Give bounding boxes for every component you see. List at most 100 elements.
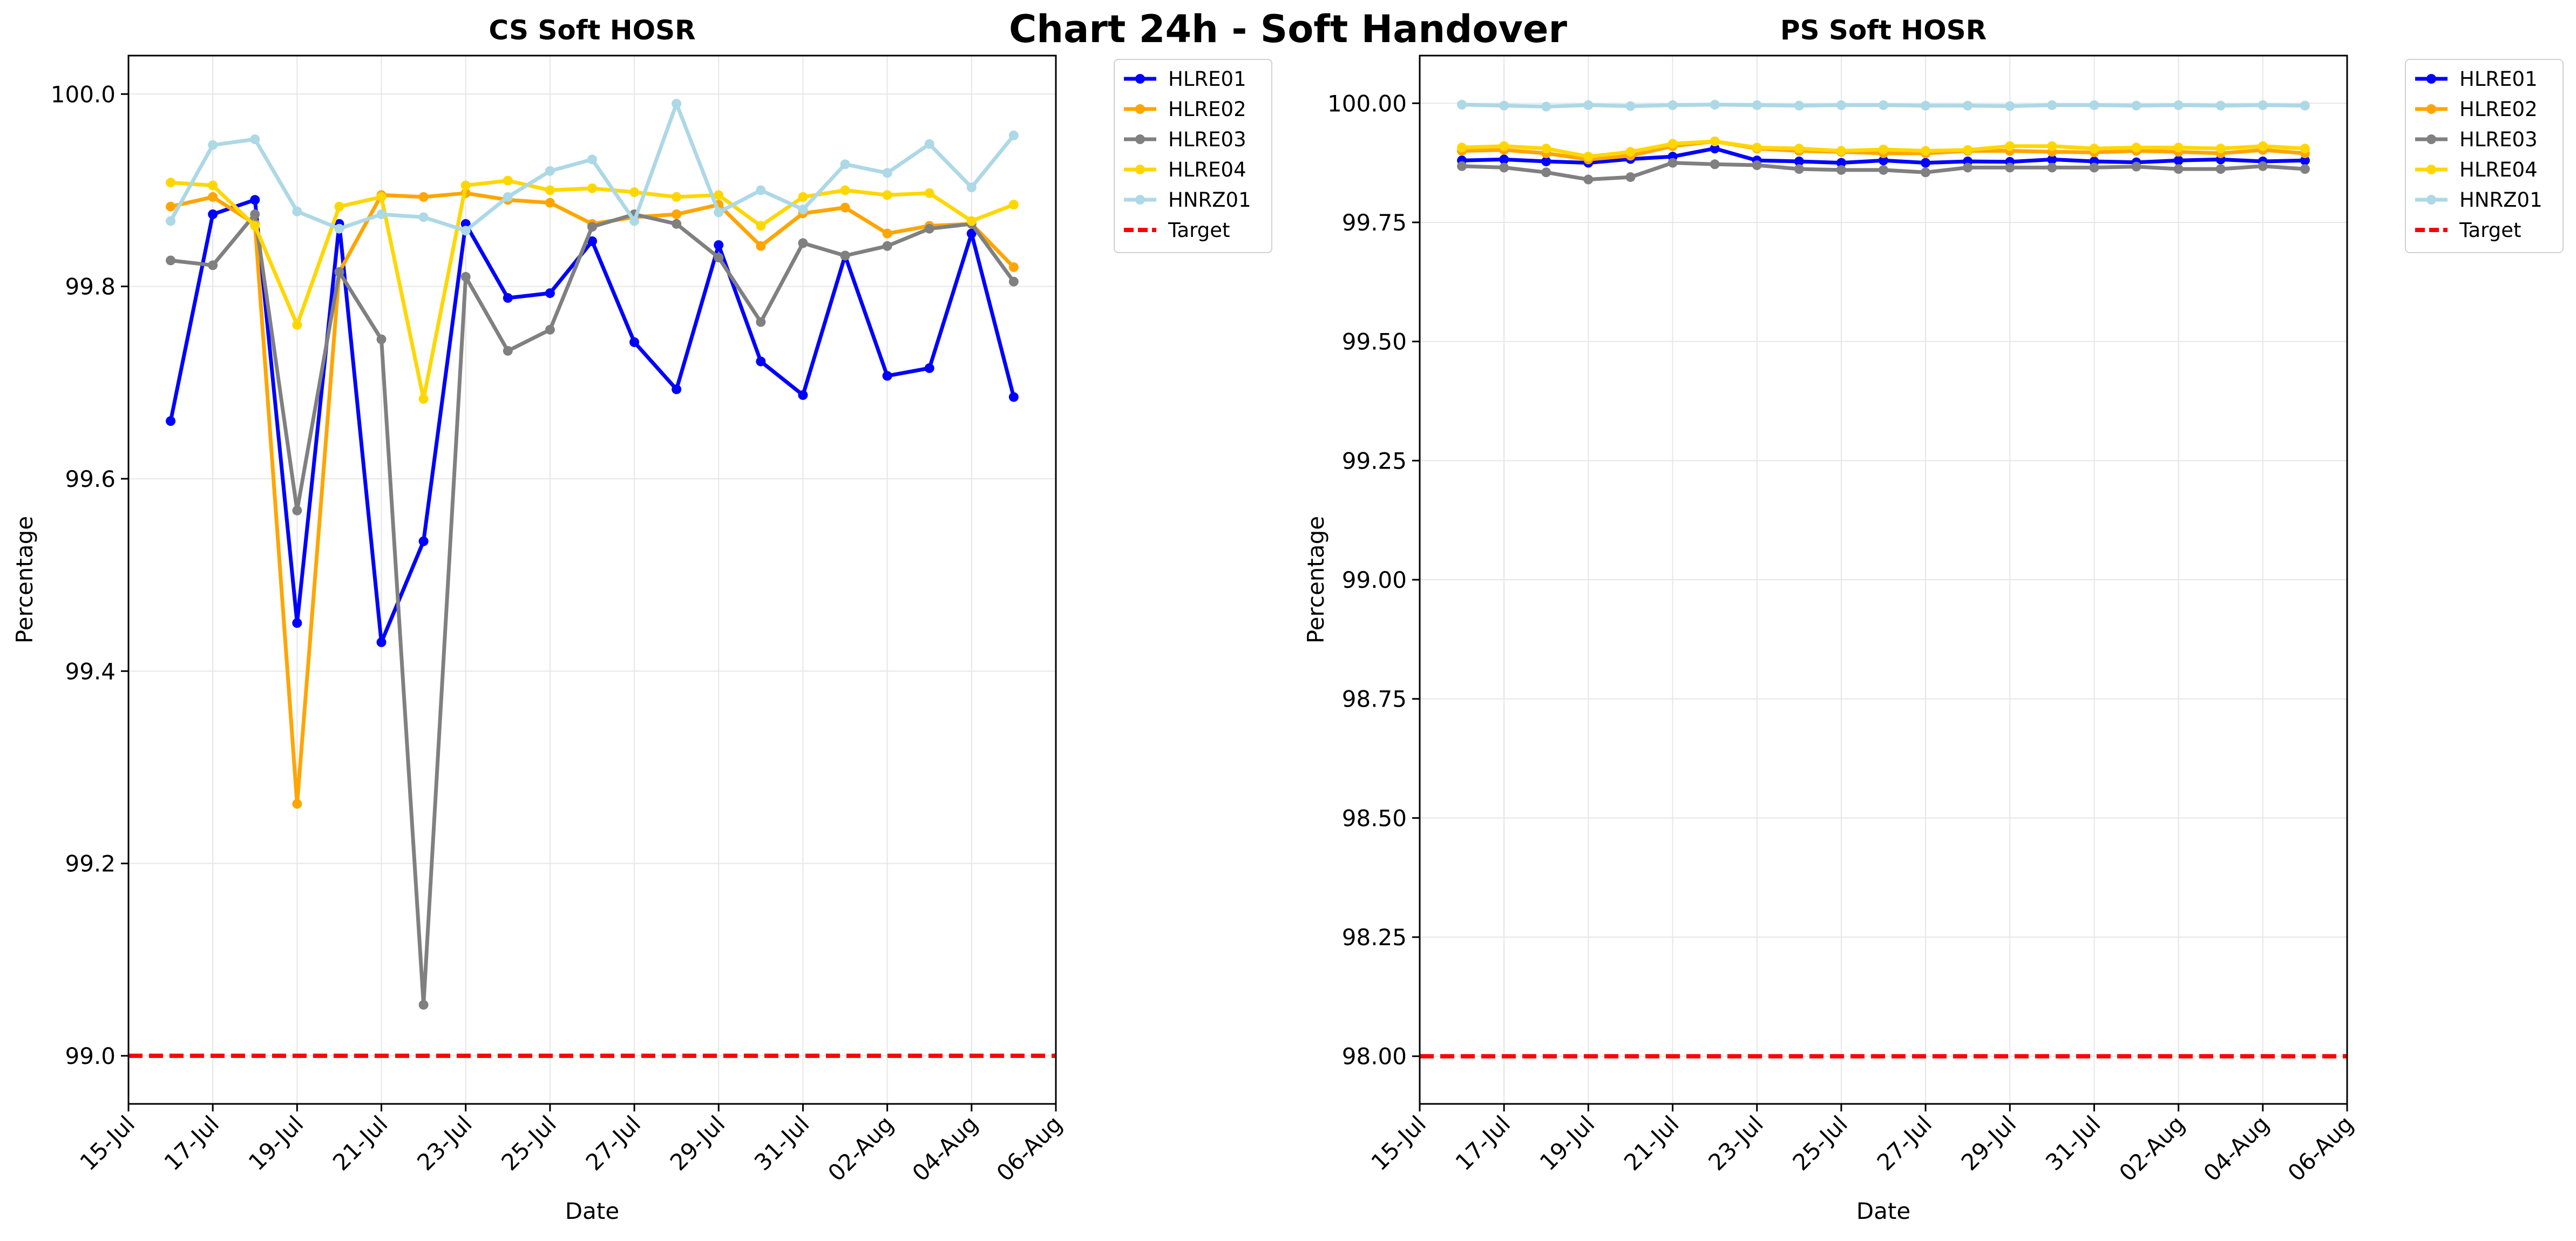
- legend-label: HLRE04: [1168, 158, 1246, 181]
- data-point-hnrz01: [292, 206, 302, 216]
- data-point-hlre04: [1794, 144, 1804, 154]
- data-point-hlre01: [208, 209, 218, 219]
- legend-marker: [2426, 74, 2436, 84]
- legend-marker: [2426, 165, 2436, 174]
- data-point-hlre04: [587, 183, 597, 193]
- data-point-hnrz01: [376, 209, 387, 219]
- y-tick-label: 98.75: [1342, 686, 1407, 713]
- legend: HLRE01 HLRE02 HLRE03 HLRE04 HNRZ01 Target: [1114, 59, 1272, 253]
- data-point-hnrz01: [672, 99, 682, 109]
- data-point-hlre01: [1541, 156, 1551, 166]
- data-point-hlre02: [1008, 262, 1019, 272]
- data-point-hnrz01: [2005, 101, 2015, 111]
- data-point-hlre04: [545, 185, 555, 195]
- data-point-hlre04: [840, 185, 850, 195]
- data-point-hnrz01: [1625, 101, 1636, 111]
- data-point-hnrz01: [334, 223, 344, 234]
- data-point-hnrz01: [924, 139, 934, 149]
- data-point-hnrz01: [545, 166, 555, 176]
- legend-label: HNRZ01: [2459, 188, 2543, 212]
- data-point-hlre03: [714, 253, 724, 263]
- data-point-hlre03: [672, 219, 682, 229]
- data-point-hlre04: [2131, 143, 2141, 153]
- data-point-hnrz01: [1457, 99, 1467, 110]
- y-axis-label: Percentage: [1303, 516, 1329, 643]
- data-point-hlre01: [250, 195, 260, 205]
- data-point-hlre03: [1710, 159, 1720, 169]
- data-point-hlre04: [1625, 147, 1636, 157]
- y-tick-label: 99.00: [1342, 567, 1407, 593]
- data-point-hnrz01: [418, 212, 429, 222]
- data-point-hlre02: [418, 192, 429, 202]
- data-point-hlre01: [376, 637, 387, 647]
- y-tick-label: 99.75: [1342, 209, 1407, 236]
- data-point-hlre04: [2215, 144, 2226, 154]
- data-point-hlre04: [1836, 146, 1846, 156]
- data-point-hlre03: [1836, 165, 1846, 175]
- legend-label: HLRE02: [1168, 98, 1246, 121]
- data-point-hlre04: [2258, 141, 2268, 151]
- data-point-hnrz01: [1008, 130, 1019, 140]
- data-point-hlre03: [756, 317, 766, 327]
- legend-marker: [1135, 165, 1145, 174]
- data-point-hnrz01: [840, 159, 850, 169]
- data-point-hlre04: [1710, 136, 1720, 146]
- data-point-hnrz01: [460, 226, 471, 236]
- legend-marker: [2426, 195, 2436, 205]
- data-point-hlre03: [292, 505, 302, 516]
- data-point-hlre04: [1879, 144, 1888, 154]
- data-point-hlre03: [460, 272, 471, 282]
- data-point-hlre03: [376, 334, 387, 344]
- chart-title: PS Soft HOSR: [1780, 15, 1987, 46]
- data-point-hlre04: [882, 190, 892, 200]
- data-point-hlre02: [672, 209, 682, 219]
- data-point-hlre01: [629, 337, 640, 347]
- data-point-hlre04: [2005, 141, 2015, 151]
- data-point-hlre03: [2089, 162, 2099, 173]
- data-point-hlre04: [292, 320, 302, 330]
- data-point-hlre03: [2047, 162, 2057, 173]
- data-point-hlre01: [1836, 158, 1846, 168]
- legend-marker: [2426, 104, 2436, 114]
- data-point-hlre03: [334, 267, 344, 277]
- data-point-hlre04: [672, 192, 682, 202]
- data-point-hlre01: [2300, 155, 2310, 166]
- data-point-hlre04: [756, 221, 766, 231]
- data-point-hlre03: [2131, 161, 2141, 172]
- data-point-hlre01: [418, 536, 429, 546]
- data-point-hlre01: [1710, 144, 1720, 154]
- data-point-hlre04: [1008, 200, 1019, 210]
- data-point-hlre03: [208, 260, 218, 270]
- data-point-hlre01: [1499, 154, 1509, 165]
- data-point-hlre02: [292, 799, 302, 809]
- data-point-hlre03: [1667, 158, 1678, 168]
- data-point-hlre02: [756, 241, 766, 251]
- data-point-hnrz01: [587, 154, 597, 165]
- data-point-hnrz01: [2258, 100, 2268, 110]
- data-point-hnrz01: [1963, 100, 1973, 111]
- data-point-hlre03: [166, 255, 176, 266]
- chart-title: CS Soft HOSR: [489, 15, 695, 46]
- figure-title: Chart 24h - Soft Handover: [1009, 7, 1568, 51]
- data-point-hlre04: [798, 192, 808, 202]
- data-point-hlre04: [966, 216, 977, 226]
- data-point-hlre03: [250, 209, 260, 219]
- data-point-hlre03: [1963, 162, 1973, 173]
- data-point-hlre03: [1921, 167, 1931, 178]
- data-point-hlre04: [1499, 141, 1509, 151]
- data-point-hlre03: [2300, 164, 2310, 174]
- data-point-hlre03: [840, 250, 850, 261]
- data-point-hlre01: [1008, 392, 1019, 402]
- data-point-hlre04: [208, 180, 218, 191]
- data-point-hnrz01: [503, 192, 513, 202]
- data-point-hlre03: [1541, 167, 1551, 178]
- data-point-hnrz01: [1667, 100, 1678, 110]
- data-point-hlre04: [924, 188, 934, 198]
- data-point-hnrz01: [1583, 100, 1594, 110]
- data-point-hlre01: [166, 416, 176, 426]
- data-point-hlre04: [1921, 146, 1931, 156]
- data-point-hlre04: [334, 201, 344, 212]
- data-point-hlre01: [966, 228, 977, 239]
